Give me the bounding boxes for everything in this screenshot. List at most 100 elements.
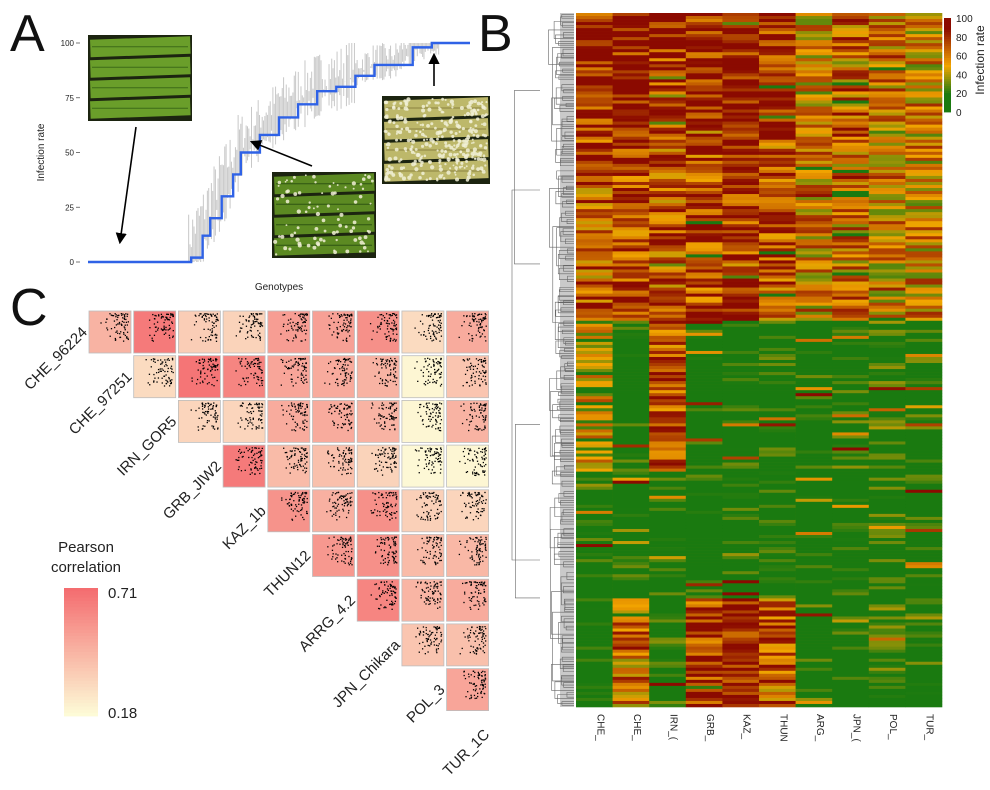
heatmap-cell bbox=[868, 363, 906, 367]
heatmap-cell bbox=[832, 399, 870, 403]
heatmap-cell bbox=[649, 667, 687, 672]
legend-gradient-step bbox=[944, 72, 951, 75]
scatter-point bbox=[429, 324, 431, 327]
heatmap-cell bbox=[685, 13, 723, 17]
heatmap-cell bbox=[905, 595, 943, 599]
scatter-point bbox=[255, 320, 257, 323]
scatter-point bbox=[199, 362, 201, 364]
heatmap-cell bbox=[868, 242, 906, 246]
heatmap-cell bbox=[795, 553, 833, 557]
scatter-point bbox=[167, 318, 170, 321]
heatmap-cell bbox=[576, 112, 613, 116]
heatmap-cell bbox=[685, 52, 723, 56]
heatmap-cell bbox=[905, 670, 943, 675]
legend-gradient-step bbox=[944, 74, 951, 78]
heatmap-cell bbox=[722, 420, 760, 424]
scatter-point bbox=[293, 364, 295, 366]
scatter-point bbox=[259, 336, 262, 338]
scatter-point bbox=[214, 314, 217, 316]
scatter-point bbox=[304, 366, 307, 369]
scatter-point bbox=[293, 429, 295, 431]
scatter-point bbox=[241, 365, 243, 367]
heatmap-cell bbox=[759, 40, 796, 44]
scatter-point bbox=[388, 361, 391, 363]
heatmap-cell bbox=[795, 356, 833, 361]
heatmap-cell bbox=[795, 344, 833, 349]
heatmap-cell bbox=[612, 631, 650, 635]
heatmap-cell bbox=[795, 239, 833, 243]
heatmap-cell bbox=[685, 49, 723, 53]
heatmap-cell bbox=[685, 230, 723, 234]
scatter-point bbox=[159, 363, 162, 365]
rust-pustule bbox=[383, 129, 387, 133]
dendrogram-branch bbox=[552, 47, 574, 126]
heatmap-cell bbox=[795, 387, 833, 391]
heatmap-cell bbox=[795, 25, 833, 29]
heatmap-cell bbox=[795, 109, 833, 113]
rust-pustule bbox=[363, 235, 368, 240]
heatmap-cell bbox=[649, 239, 687, 243]
scatter-point bbox=[238, 383, 240, 386]
heatmap-cell bbox=[722, 55, 760, 59]
scatter-point bbox=[217, 414, 219, 417]
heatmap-cell bbox=[832, 682, 870, 687]
dendrogram-branch bbox=[514, 90, 540, 265]
heatmap-column-label: POL_ bbox=[887, 714, 898, 740]
scatter-point bbox=[191, 377, 193, 379]
scatter-point bbox=[479, 428, 481, 430]
rust-pustule bbox=[308, 201, 311, 204]
heatmap-cell bbox=[576, 118, 613, 122]
rust-pustule bbox=[479, 166, 484, 171]
scatter-point bbox=[306, 405, 308, 408]
heatmap-cell bbox=[795, 317, 833, 322]
scatter-point bbox=[214, 365, 217, 367]
legend-tick-label: 100 bbox=[956, 14, 973, 25]
scatter-point bbox=[432, 378, 434, 381]
heatmap-cell bbox=[612, 369, 650, 373]
scatter-point bbox=[254, 453, 256, 455]
rust-pustule bbox=[452, 157, 454, 160]
heatmap-cell bbox=[832, 685, 870, 690]
scatter-point bbox=[424, 361, 427, 363]
scatter-point bbox=[381, 382, 384, 385]
heatmap-cell bbox=[576, 369, 613, 373]
heatmap-cell bbox=[832, 444, 870, 448]
scatter-point bbox=[391, 417, 393, 420]
heatmap-cell bbox=[612, 474, 650, 478]
heatmap-cell bbox=[722, 556, 760, 560]
heatmap-cell bbox=[868, 652, 906, 657]
rust-pustule bbox=[353, 238, 358, 242]
heatmap-cell bbox=[612, 625, 650, 629]
scatter-point bbox=[350, 318, 352, 320]
scatter-point bbox=[161, 382, 163, 384]
heatmap-cell bbox=[576, 477, 613, 481]
rust-pustule bbox=[323, 229, 327, 233]
scatter-point bbox=[260, 467, 263, 469]
heatmap-cell bbox=[576, 151, 613, 156]
scatter-point bbox=[300, 447, 303, 449]
heatmap-cell bbox=[905, 145, 943, 150]
rust-pustule bbox=[455, 177, 460, 182]
scatter-point bbox=[430, 418, 432, 421]
dendrogram-branch bbox=[561, 512, 574, 523]
scatter-point bbox=[257, 318, 259, 320]
scatter-point bbox=[257, 419, 260, 421]
heatmap-cell bbox=[685, 154, 723, 159]
scatter-point bbox=[204, 413, 206, 415]
scatter-point bbox=[260, 323, 262, 325]
scatter-point bbox=[329, 408, 331, 410]
legend-tick-label: 20 bbox=[956, 89, 968, 100]
scatter-point bbox=[239, 315, 241, 317]
scatter-point bbox=[211, 425, 213, 427]
scatter-point bbox=[479, 326, 482, 328]
heatmap-cell bbox=[722, 664, 760, 669]
scatter-point bbox=[170, 313, 172, 315]
rust-pustule bbox=[468, 169, 472, 173]
rust-pustule bbox=[387, 132, 391, 136]
rust-pustule bbox=[469, 100, 474, 105]
dendrogram-branch bbox=[554, 301, 574, 340]
dendrogram-branch bbox=[559, 400, 574, 409]
heatmap-cell bbox=[759, 516, 796, 521]
scatter-point bbox=[124, 324, 126, 326]
heatmap-cell bbox=[759, 369, 796, 373]
